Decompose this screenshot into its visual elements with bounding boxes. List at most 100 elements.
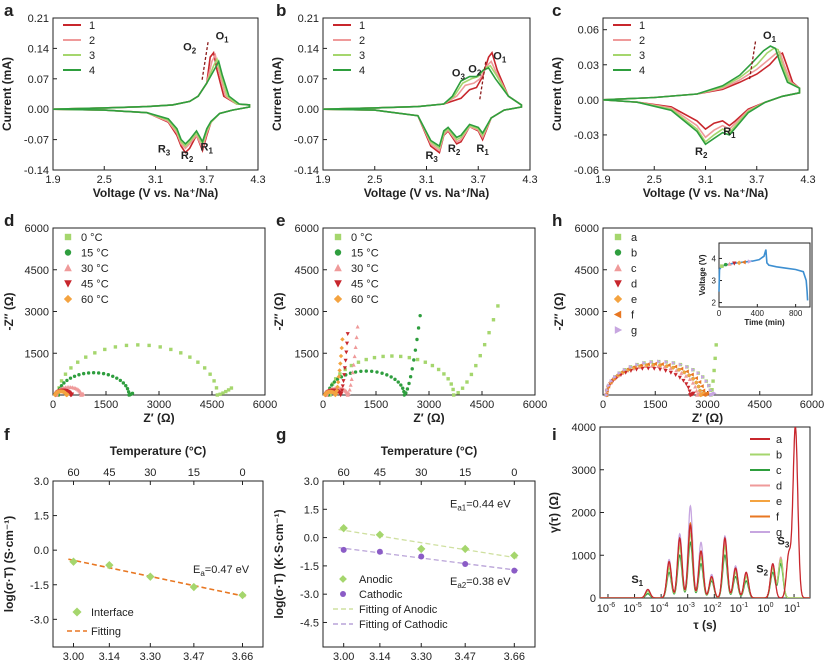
data-point — [666, 363, 671, 368]
data-point — [622, 367, 627, 372]
data-point — [364, 357, 368, 362]
x-tick-label: 1.9 — [315, 174, 330, 186]
y-tick-label: 1.5 — [304, 504, 319, 516]
inset-y-label: Voltage (V) — [698, 254, 707, 296]
time-constant-label: S2 — [756, 563, 768, 577]
x-tick-label: 3.7 — [749, 174, 764, 186]
data-point — [341, 379, 346, 384]
panel-f-frame — [52, 480, 264, 648]
legend-label: 60 °C — [81, 294, 109, 306]
data-point — [696, 384, 701, 389]
legend-label: 30 °C — [351, 263, 379, 275]
data-point — [364, 369, 368, 373]
data-point — [691, 391, 696, 396]
data-point — [511, 567, 518, 574]
data-point — [617, 371, 622, 376]
data-point — [684, 382, 689, 387]
legend-label: e — [631, 294, 637, 306]
data-point — [643, 364, 648, 369]
data-point — [430, 363, 435, 368]
data-point — [339, 391, 344, 396]
x-tick-label: 2.5 — [647, 174, 662, 186]
x-tick-label: 4.3 — [800, 174, 815, 186]
data-point — [685, 364, 690, 369]
panel-g: 3.00 3.14 3.30 3.47 3.66-4.5-3.0-1.50.01.53.… — [272, 444, 536, 663]
fit-line — [338, 546, 520, 572]
x-tick-label: 3.00 — [333, 651, 354, 663]
data-point — [63, 372, 68, 376]
drt-series-a — [600, 427, 810, 598]
x-tick-label: 0 — [50, 399, 56, 411]
data-point — [336, 374, 342, 379]
data-point — [418, 313, 422, 318]
x-tick-exp: -6 — [609, 602, 615, 609]
x-tick-label: 4500 — [470, 399, 494, 411]
data-point — [338, 372, 342, 376]
peak-label-main: O — [183, 42, 192, 54]
y-tick-label: 1.5 — [34, 511, 49, 523]
peak-label-main: R — [695, 146, 703, 158]
activation-energy-label-main: E — [450, 498, 457, 510]
data-point — [339, 523, 348, 533]
data-point — [465, 380, 469, 384]
data-point — [399, 383, 403, 387]
x-tick-label: 3.30 — [140, 651, 161, 663]
data-point — [418, 553, 425, 560]
data-point — [686, 373, 692, 378]
peak-label-main: R — [723, 126, 731, 138]
x-tick-label: 4.3 — [522, 174, 537, 186]
peak-label-sub: 1 — [484, 148, 489, 157]
data-point — [62, 381, 66, 385]
y-tick-label: 3.0 — [304, 476, 319, 488]
peak-label-sub: 2 — [189, 155, 194, 164]
data-point — [642, 360, 647, 365]
data-point — [469, 372, 474, 377]
x-tick-label: 0 — [600, 399, 606, 411]
data-point — [451, 387, 455, 392]
cv-series-1 — [602, 51, 801, 131]
data-point — [412, 358, 416, 362]
fit-line — [338, 528, 520, 559]
peak-label: O3 — [452, 68, 466, 82]
data-point — [202, 366, 207, 370]
data-point — [337, 368, 342, 373]
data-point — [682, 370, 687, 375]
inset-point — [747, 259, 752, 264]
y-tick-label: 4500 — [295, 265, 319, 277]
activation-energy-label-main: E — [193, 564, 200, 576]
legend-marker — [64, 233, 72, 241]
data-point — [335, 379, 341, 385]
legend-label: 2 — [89, 35, 95, 47]
legend-label: Fitting of Cathodic — [359, 619, 448, 631]
inset-y-tick-label: 2 — [712, 299, 717, 308]
top-tick-label: 60 — [338, 467, 350, 479]
legend-label: Cathodic — [359, 589, 403, 601]
y-tick-label: 0.21 — [298, 13, 319, 25]
inset-point — [727, 261, 732, 266]
data-point — [113, 345, 118, 349]
data-point — [405, 387, 410, 391]
data-point — [93, 351, 97, 355]
data-point — [349, 377, 354, 381]
data-point — [413, 348, 418, 352]
data-point — [69, 366, 73, 370]
peak-label-main: R — [181, 150, 189, 162]
x-tick-label: 1500 — [364, 399, 388, 411]
data-point — [390, 354, 394, 358]
data-point — [224, 389, 228, 394]
legend-label: b — [631, 248, 637, 260]
data-point — [712, 391, 717, 396]
legend-marker — [72, 607, 82, 617]
data-point — [343, 358, 348, 363]
legend-marker — [334, 280, 342, 288]
data-point — [169, 347, 173, 352]
y-axis-label: -Z″ (Ω) — [272, 292, 286, 330]
y-tick-label: -4.5 — [300, 617, 319, 629]
x-tick-label: 3.1 — [419, 174, 434, 186]
data-point — [334, 388, 339, 393]
time-constant-label: S3 — [778, 536, 790, 550]
data-point — [714, 343, 718, 347]
peak-label-sub: 3 — [433, 155, 438, 164]
legend-label: 60 °C — [351, 294, 379, 306]
